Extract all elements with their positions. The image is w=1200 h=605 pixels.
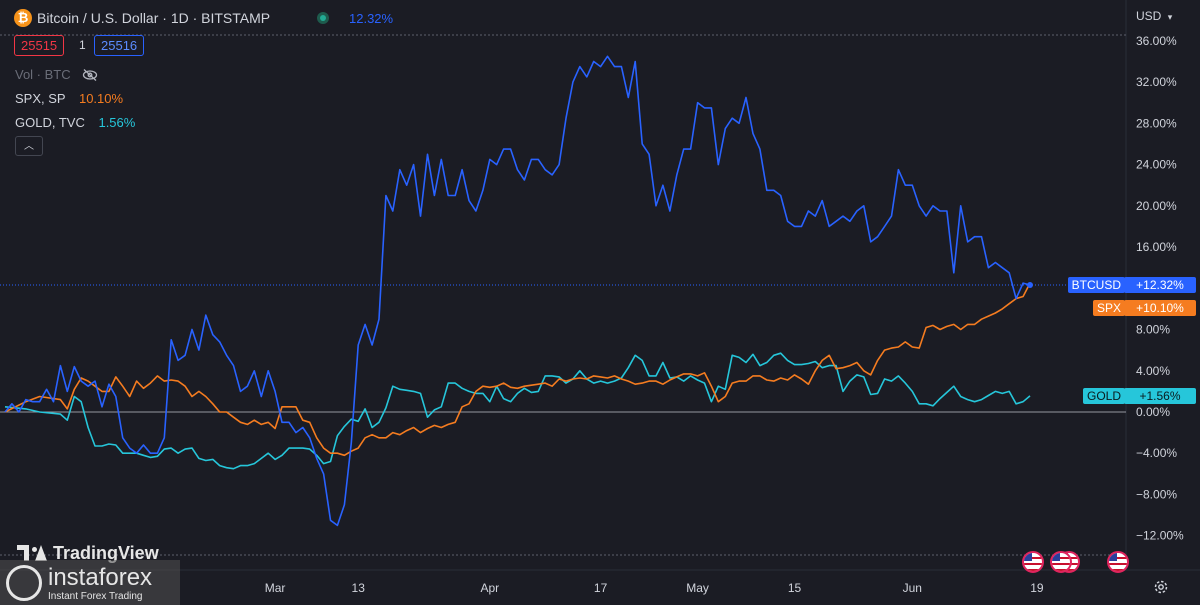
btc-price-tag-label: BTCUSD bbox=[1067, 277, 1125, 293]
y-tick-label: 16.00% bbox=[1136, 240, 1177, 254]
chevron-up-icon: ︿ bbox=[24, 141, 34, 152]
buy-button[interactable]: 25516 bbox=[94, 35, 145, 56]
y-tick-label: 0.00% bbox=[1136, 405, 1170, 419]
chart-title[interactable]: Bitcoin / U.S. Dollar · 1D · BITSTAMP bbox=[37, 10, 271, 26]
series-line-gold bbox=[4, 352, 1031, 470]
y-tick-label: 28.00% bbox=[1136, 116, 1177, 130]
gold-value: 1.56% bbox=[98, 115, 136, 130]
instaforex-tagline: Instant Forex Trading bbox=[48, 591, 143, 602]
market-status-dot bbox=[317, 12, 329, 24]
y-tick-label: 8.00% bbox=[1136, 323, 1170, 337]
x-tick-label: 15 bbox=[788, 581, 802, 595]
x-tick-label: 13 bbox=[352, 581, 366, 595]
y-tick-label: 36.00% bbox=[1136, 34, 1177, 48]
y-tick-label: 24.00% bbox=[1136, 158, 1177, 172]
x-tick-label: 17 bbox=[594, 581, 608, 595]
instaforex-mark-icon bbox=[6, 565, 42, 601]
spx-name: SPX, SP bbox=[15, 91, 66, 106]
us-flag-icon[interactable] bbox=[1107, 551, 1129, 573]
y-tick-label: −8.00% bbox=[1136, 487, 1177, 501]
sell-button[interactable]: 25515 bbox=[14, 35, 65, 56]
y-tick-label: −4.00% bbox=[1136, 446, 1177, 460]
y-tick-label: 20.00% bbox=[1136, 199, 1177, 213]
eye-off-icon[interactable] bbox=[82, 68, 98, 85]
spx-value: 10.10% bbox=[78, 91, 124, 106]
btc-last-point bbox=[1027, 281, 1033, 288]
instaforex-logo: instaforex Instant Forex Trading bbox=[0, 560, 180, 605]
legend-volume[interactable]: Vol · BTC bbox=[15, 67, 98, 85]
tradingview-mark-icon bbox=[17, 545, 47, 561]
gold-name: GOLD, TVC bbox=[15, 115, 85, 130]
series-line-btcusd bbox=[4, 55, 1031, 527]
legend-spx[interactable]: SPX, SP 10.10% bbox=[15, 91, 123, 106]
volume-label: Vol · BTC bbox=[15, 67, 71, 82]
y-tick-label: −12.00% bbox=[1136, 529, 1184, 543]
x-tick-label: May bbox=[686, 581, 709, 595]
x-tick-label: Mar bbox=[265, 581, 286, 595]
change-percent: 12.32% bbox=[349, 11, 394, 26]
legend-gold[interactable]: GOLD, TVC 1.56% bbox=[15, 115, 135, 130]
x-tick-label: Jun bbox=[903, 581, 922, 595]
spx-price-tag-label: SPX bbox=[1092, 300, 1125, 316]
currency-selector[interactable]: USD ▾ bbox=[1136, 9, 1172, 23]
tradingview-wordmark: TradingView bbox=[53, 543, 159, 563]
chevron-down-icon: ▾ bbox=[1167, 12, 1173, 22]
series-line-spx bbox=[4, 282, 1031, 457]
gold-price-tag-label: GOLD bbox=[1082, 388, 1125, 404]
y-tick-label: 32.00% bbox=[1136, 75, 1177, 89]
currency-label: USD bbox=[1136, 9, 1162, 23]
legend-collapse-button[interactable]: ︿ bbox=[15, 136, 43, 156]
instaforex-wordmark: instaforex bbox=[48, 564, 153, 591]
us-flag-icon[interactable] bbox=[1050, 551, 1072, 573]
x-tick-label: Apr bbox=[480, 581, 499, 595]
us-flag-icon[interactable] bbox=[1022, 551, 1044, 573]
y-tick-label: 4.00% bbox=[1136, 364, 1170, 378]
btc-price-tag-value: +12.32% bbox=[1124, 277, 1196, 293]
gold-price-tag-value: +1.56% bbox=[1124, 388, 1196, 404]
x-tick-label: 19 bbox=[1030, 581, 1044, 595]
settings-gear-icon[interactable] bbox=[1152, 578, 1170, 596]
spread-value: 1 bbox=[79, 38, 86, 52]
spx-price-tag-value: +10.10% bbox=[1124, 300, 1196, 316]
symbol-icon: ₿ bbox=[14, 9, 32, 27]
